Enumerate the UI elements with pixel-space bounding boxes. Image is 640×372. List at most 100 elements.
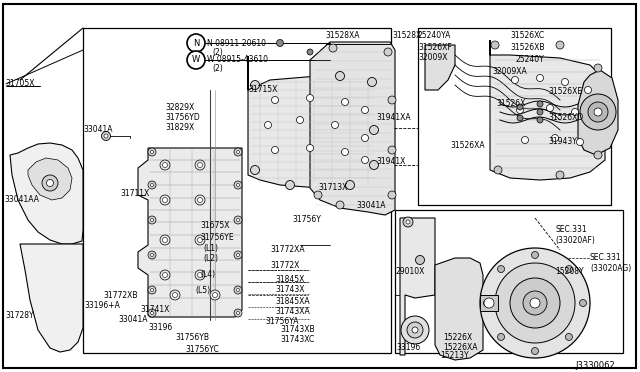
Text: 31528X: 31528X xyxy=(392,32,421,41)
Text: 29010X: 29010X xyxy=(396,267,426,276)
Circle shape xyxy=(530,298,540,308)
Text: 31528XA: 31528XA xyxy=(325,32,360,41)
Text: 31941X: 31941X xyxy=(376,157,405,167)
Circle shape xyxy=(307,144,314,151)
Text: 31526X: 31526X xyxy=(496,99,525,109)
Circle shape xyxy=(483,299,490,307)
Circle shape xyxy=(594,108,602,116)
Circle shape xyxy=(187,51,205,69)
Text: J3330062: J3330062 xyxy=(575,360,615,369)
Text: 31713X: 31713X xyxy=(318,183,348,192)
Text: SEC.331: SEC.331 xyxy=(590,253,621,263)
Text: 31743XC: 31743XC xyxy=(280,336,314,344)
Circle shape xyxy=(198,163,202,167)
Text: (L1): (L1) xyxy=(203,244,218,253)
Circle shape xyxy=(415,256,424,264)
Circle shape xyxy=(150,289,154,292)
Circle shape xyxy=(412,327,418,333)
Circle shape xyxy=(150,253,154,257)
Polygon shape xyxy=(425,45,455,90)
Text: 31943Y: 31943Y xyxy=(548,138,577,147)
Circle shape xyxy=(195,235,205,245)
Circle shape xyxy=(362,135,369,141)
Circle shape xyxy=(170,290,180,300)
Circle shape xyxy=(517,115,523,121)
Circle shape xyxy=(250,166,259,174)
Circle shape xyxy=(198,198,202,202)
Circle shape xyxy=(406,220,410,224)
Circle shape xyxy=(195,270,205,280)
Text: 32829X: 32829X xyxy=(165,103,195,112)
Text: 31941XA: 31941XA xyxy=(376,113,411,122)
Text: (33020AF): (33020AF) xyxy=(555,235,595,244)
Text: 31756Y: 31756Y xyxy=(292,215,321,224)
Circle shape xyxy=(491,41,499,49)
Circle shape xyxy=(104,134,108,138)
Circle shape xyxy=(163,273,168,278)
Circle shape xyxy=(148,309,156,317)
Circle shape xyxy=(536,74,543,81)
Circle shape xyxy=(237,218,239,221)
Circle shape xyxy=(584,87,591,93)
Text: 32009XA: 32009XA xyxy=(492,67,527,77)
Circle shape xyxy=(210,290,220,300)
Text: (L4): (L4) xyxy=(200,270,215,279)
Bar xyxy=(480,295,498,311)
Circle shape xyxy=(237,151,239,154)
Polygon shape xyxy=(490,40,605,180)
Circle shape xyxy=(367,77,376,87)
Text: 32009X: 32009X xyxy=(418,54,447,62)
Text: 31845X: 31845X xyxy=(275,275,305,283)
Circle shape xyxy=(523,291,547,315)
Circle shape xyxy=(234,216,242,224)
Circle shape xyxy=(594,64,602,72)
Circle shape xyxy=(148,181,156,189)
Circle shape xyxy=(271,147,278,154)
Circle shape xyxy=(510,278,560,328)
Polygon shape xyxy=(28,158,72,200)
Circle shape xyxy=(307,94,314,102)
Circle shape xyxy=(497,266,504,273)
Circle shape xyxy=(173,292,177,298)
Circle shape xyxy=(198,273,202,278)
Circle shape xyxy=(594,151,602,159)
Text: SEC.331: SEC.331 xyxy=(555,225,587,234)
Text: 31756YE: 31756YE xyxy=(200,234,234,243)
Circle shape xyxy=(362,106,369,113)
Circle shape xyxy=(148,148,156,156)
Circle shape xyxy=(271,96,278,103)
Circle shape xyxy=(314,191,322,199)
Circle shape xyxy=(511,77,518,83)
Polygon shape xyxy=(400,218,435,355)
Circle shape xyxy=(163,198,168,202)
Circle shape xyxy=(237,183,239,186)
Circle shape xyxy=(403,217,413,227)
Circle shape xyxy=(497,333,504,340)
Polygon shape xyxy=(20,244,83,352)
Circle shape xyxy=(296,116,303,124)
Circle shape xyxy=(42,175,58,191)
Circle shape xyxy=(329,44,337,52)
Bar xyxy=(83,28,391,353)
Circle shape xyxy=(588,102,608,122)
Circle shape xyxy=(150,183,154,186)
Circle shape xyxy=(285,180,294,189)
Circle shape xyxy=(307,49,313,55)
Text: 31526XA: 31526XA xyxy=(450,141,484,150)
Text: 15226X: 15226X xyxy=(443,334,472,343)
Circle shape xyxy=(596,106,604,114)
Text: 31675X: 31675X xyxy=(200,221,230,230)
Polygon shape xyxy=(578,70,618,155)
Circle shape xyxy=(187,34,205,52)
Circle shape xyxy=(480,248,590,358)
Text: 15208Y: 15208Y xyxy=(555,267,584,276)
Text: 31743XA: 31743XA xyxy=(275,307,310,315)
Circle shape xyxy=(494,166,502,174)
Bar xyxy=(418,28,611,205)
Circle shape xyxy=(198,237,202,243)
Text: 31526XE: 31526XE xyxy=(548,87,582,96)
Circle shape xyxy=(577,138,584,145)
Circle shape xyxy=(150,151,154,154)
Circle shape xyxy=(234,286,242,294)
Text: 15226XA: 15226XA xyxy=(443,343,477,353)
